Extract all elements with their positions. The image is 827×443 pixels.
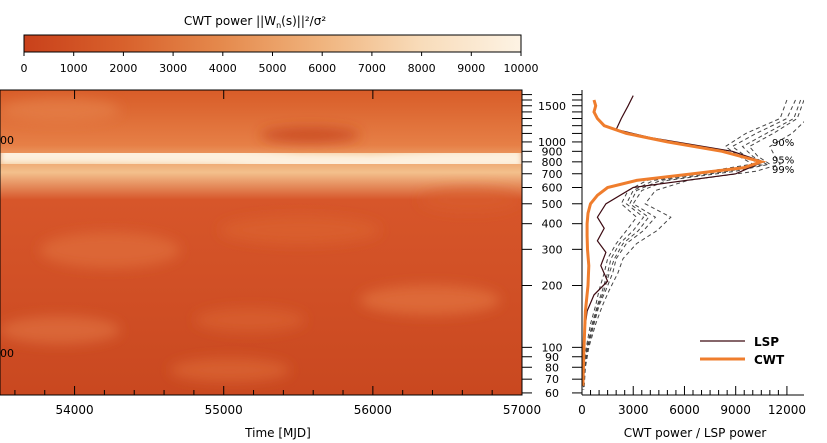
y-tick-label: 600 (542, 182, 563, 195)
colorbar-tick-label: 5000 (259, 62, 287, 75)
heatmap-left-tick-1: 00 (0, 134, 14, 147)
heatmap-ridge (0, 139, 522, 178)
colorbar-title: CWT power ||Wn(s)||²/σ² (184, 14, 326, 30)
y-tick-label: 400 (542, 218, 563, 231)
x-tick-label: 55000 (205, 403, 243, 417)
colorbar-tick-label: 7000 (358, 62, 386, 75)
significance-curve (583, 99, 804, 391)
legend-cwt-label: CWT (754, 353, 785, 367)
y-tick-label: 900 (542, 145, 563, 158)
colorbar-bar (23, 34, 522, 53)
x-tick-label: 56000 (354, 403, 392, 417)
x-tick-label: 54000 (55, 403, 93, 417)
lsp-series-line (582, 95, 765, 386)
y-tick-label: 1000 (538, 136, 566, 149)
y-tick-label: 60 (545, 387, 559, 400)
y-tick-label: 80 (545, 361, 559, 374)
x-tick-label: 3000 (618, 403, 649, 417)
y-tick-label: 90 (545, 351, 559, 364)
significance-label: 99% (772, 165, 794, 176)
significance-curve (583, 99, 802, 391)
x-tick-label: 6000 (669, 403, 700, 417)
legend: LSP CWT (700, 335, 785, 367)
colorbar-tick-label: 4000 (209, 62, 237, 75)
significance-curve (582, 99, 788, 391)
y-tick-label: 200 (542, 280, 563, 293)
x-tick-label: 12000 (768, 403, 806, 417)
significance-curve (583, 121, 804, 391)
cwt-heatmap (0, 90, 522, 395)
y-tick-label: 700 (542, 168, 563, 181)
y-tick-label: 1500 (538, 100, 566, 113)
significance-curves (582, 99, 804, 391)
x-tick-label: 9000 (720, 403, 751, 417)
colorbar-tick-label: 3000 (159, 62, 187, 75)
colorbar-tick-label: 2000 (109, 62, 137, 75)
significance-labels: 90% 95%99% (772, 138, 794, 176)
colorbar-ticks: 0 1000 2000 3000 4000 5000 6000 7000 8000 9000 100… (21, 52, 539, 75)
colorbar-tick-label: 10000 (504, 62, 539, 75)
colorbar-tick-label: 8000 (408, 62, 436, 75)
heatmap-frame (0, 89, 523, 396)
colorbar-tick-label: 0 (21, 62, 28, 75)
legend-lsp-label: LSP (754, 335, 779, 349)
spectrum-x-ticks: 0 3000 6000 9000 12000 (578, 386, 806, 417)
y-tick-label: 800 (542, 156, 563, 169)
cwt-series-line (582, 99, 767, 386)
spectrum-panel: 1500100090080070060050040030020010090807… (522, 90, 806, 440)
heatmap-x-ticks: 54000 55000 56000 57000 (14, 90, 541, 417)
significance-label: 90% (772, 138, 794, 149)
heatmap-texture (0, 98, 520, 382)
heatmap-xlabel: Time [MJD] (244, 426, 311, 440)
significance-curve (582, 99, 796, 391)
x-tick-label: 0 (578, 403, 586, 417)
spectrum-xlabel: CWT power / LSP power (624, 426, 767, 440)
x-tick-label: 57000 (503, 403, 541, 417)
y-tick-label: 100 (542, 341, 563, 354)
heatmap-left-tick-2: 00 (0, 347, 14, 360)
colorbar: CWT power ||Wn(s)||²/σ² 0 1000 2000 3000 400… (21, 14, 539, 75)
y-tick-label: 500 (542, 198, 563, 211)
colorbar-tick-label: 6000 (308, 62, 336, 75)
y-tick-label: 70 (545, 373, 559, 386)
colorbar-tick-label: 9000 (457, 62, 485, 75)
significance-label: 95% (772, 156, 794, 167)
colorbar-tick-label: 1000 (60, 62, 88, 75)
y-tick-label: 300 (542, 243, 563, 256)
